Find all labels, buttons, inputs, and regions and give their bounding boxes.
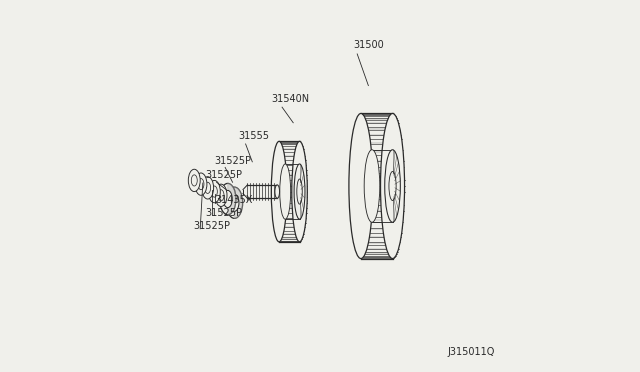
Ellipse shape	[195, 173, 207, 195]
Text: 31435X: 31435X	[215, 195, 252, 205]
Ellipse shape	[280, 164, 291, 219]
Ellipse shape	[205, 182, 211, 193]
Ellipse shape	[294, 164, 305, 219]
Ellipse shape	[209, 180, 220, 203]
Ellipse shape	[223, 190, 232, 208]
Ellipse shape	[292, 141, 307, 242]
Polygon shape	[228, 183, 236, 215]
Text: 31525P: 31525P	[205, 170, 243, 180]
Ellipse shape	[385, 150, 401, 222]
Text: 31500: 31500	[353, 40, 384, 50]
Text: J315011Q: J315011Q	[447, 347, 495, 357]
Text: 31525P: 31525P	[193, 221, 230, 231]
Ellipse shape	[191, 175, 197, 186]
Ellipse shape	[389, 171, 396, 201]
Ellipse shape	[202, 177, 214, 199]
Ellipse shape	[271, 141, 287, 242]
Text: 31540N: 31540N	[271, 94, 310, 104]
Text: 31525P: 31525P	[214, 155, 251, 166]
Ellipse shape	[349, 113, 373, 259]
Ellipse shape	[218, 190, 224, 201]
Ellipse shape	[381, 113, 404, 259]
Ellipse shape	[297, 179, 302, 204]
Ellipse shape	[230, 194, 239, 211]
Polygon shape	[234, 187, 243, 218]
Ellipse shape	[364, 150, 380, 222]
Ellipse shape	[188, 169, 200, 192]
Ellipse shape	[275, 185, 280, 198]
Ellipse shape	[220, 183, 236, 215]
Text: 31525P: 31525P	[205, 208, 243, 218]
Ellipse shape	[227, 187, 243, 218]
Text: 31555: 31555	[238, 131, 269, 141]
Ellipse shape	[211, 186, 218, 197]
Ellipse shape	[215, 184, 227, 206]
Ellipse shape	[198, 179, 204, 190]
